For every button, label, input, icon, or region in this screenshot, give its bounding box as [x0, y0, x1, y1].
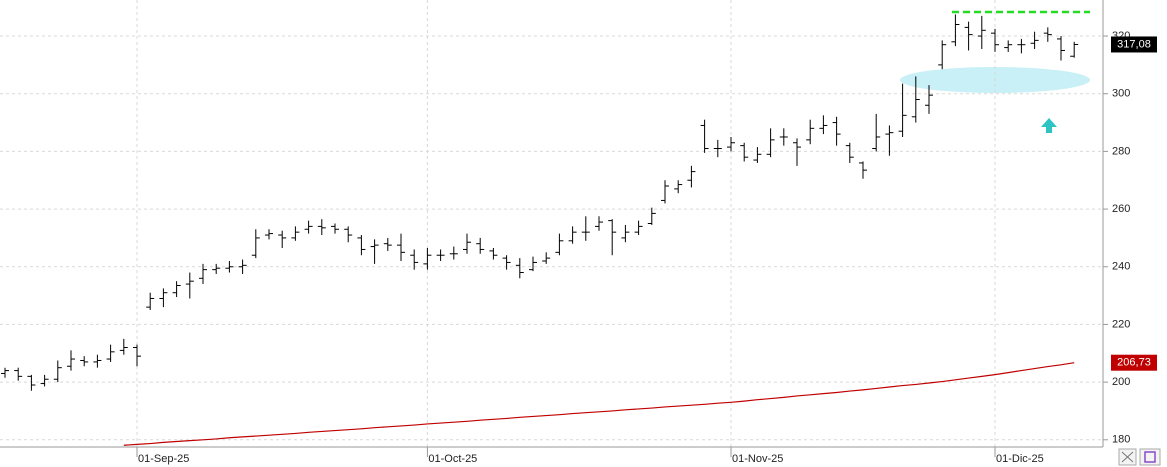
x-tick-label: 01-Oct-25 [428, 453, 477, 465]
y-tick-label: 280 [1112, 145, 1130, 157]
price-tag [1111, 354, 1157, 371]
price-tag-label: 317,08 [1117, 38, 1151, 50]
settings-icon [1121, 451, 1134, 463]
y-tick-label: 260 [1112, 203, 1130, 215]
y-tick-label: 220 [1112, 318, 1130, 330]
y-tick-label: 200 [1112, 376, 1130, 388]
up-arrow [1041, 118, 1057, 133]
x-tick-label: 01-Dic-25 [996, 453, 1044, 465]
price-tag-label: 206,73 [1117, 357, 1151, 369]
y-tick-label: 240 [1112, 261, 1130, 273]
x-tick-label: 01-Sep-25 [138, 453, 189, 465]
y-tick-label: 300 [1112, 88, 1130, 100]
x-tick-label: 01-Nov-25 [732, 453, 783, 465]
y-tick-label: 180 [1112, 434, 1130, 446]
moving-average [123, 362, 1075, 446]
price-tag [1111, 36, 1157, 53]
save-icon [1144, 451, 1156, 463]
